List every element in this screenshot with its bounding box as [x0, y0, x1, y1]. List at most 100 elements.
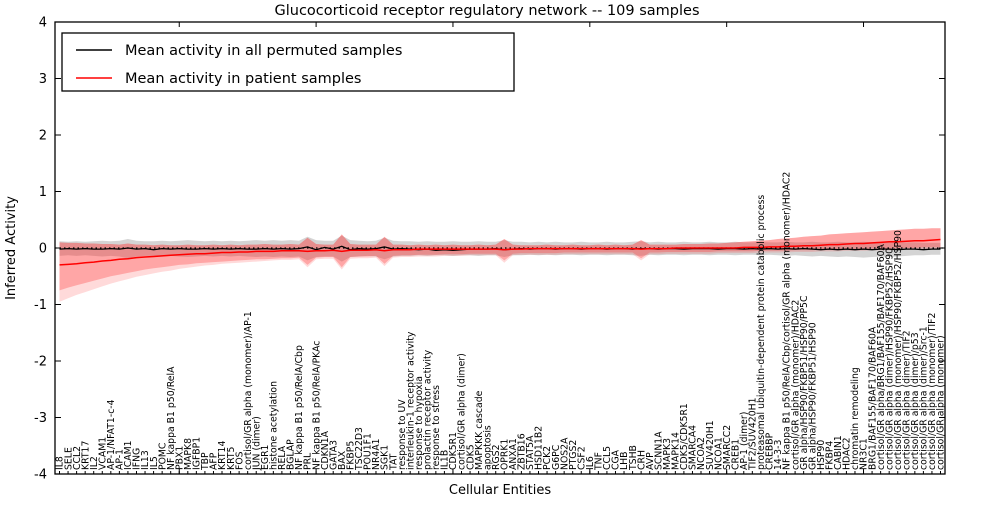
- entity-label: TAT: [388, 453, 399, 471]
- entity-label: G6PC: [551, 445, 562, 470]
- entity-label: NR4A1: [371, 438, 382, 470]
- patient-mean-line: [59, 238, 941, 266]
- entity-label: cortisol/GR alpha (monomer): [936, 335, 947, 470]
- mean-lines: [59, 238, 941, 266]
- legend-label-patient: Mean activity in patient samples: [125, 71, 361, 87]
- entity-label: response to hypoxia: [414, 376, 425, 470]
- entity-label: CREB1: [730, 439, 741, 470]
- entity-label: BAX: [337, 450, 348, 470]
- entity-label: PBX1: [174, 446, 185, 470]
- y-tick-label: -1: [34, 298, 47, 313]
- y-tick-label: 3: [39, 72, 47, 87]
- entity-label: RGS2: [491, 445, 502, 470]
- entity-label: cortisol/GR alpha (dimer)/TIF2: [901, 330, 912, 470]
- entity-label: IL1B: [440, 450, 451, 470]
- y-tick-label: 4: [39, 16, 47, 31]
- entity-label: cortisol/GR alpha (monomer)/TIF2: [927, 313, 938, 470]
- entity-label: response to stress: [431, 385, 442, 470]
- entity-label: POU1F1: [363, 433, 374, 470]
- entity-label: NCOA2: [696, 437, 707, 470]
- entity-label: MAPK8: [183, 438, 194, 470]
- entity-label: prolactin receptor activity: [422, 349, 433, 470]
- y-tick-label: 2: [39, 129, 47, 144]
- entity-label: IL6: [585, 456, 596, 470]
- entity-label: CRH: [636, 450, 647, 470]
- entity-label: cortisol/GR alpha (monomer)/HDAC2: [790, 300, 801, 470]
- y-tick-label: 1: [39, 185, 47, 200]
- entity-label: SMARCA4: [688, 425, 699, 470]
- entity-label: TBP: [200, 452, 211, 471]
- entity-label: IGFBP1: [192, 437, 203, 470]
- entity-label: chromatin remodeling: [850, 367, 861, 470]
- entity-label: STAT5A: [525, 435, 536, 470]
- entity-label: cortisol/GR alpha (dimer)/p53: [910, 332, 921, 470]
- plot-frame: [54, 21, 946, 475]
- entity-label: MAPK14: [671, 432, 682, 470]
- entity-label: KRT5: [226, 446, 237, 470]
- patient-outer-band: [59, 228, 941, 302]
- entity-label: GR alpha/HSP90/FKBP51/HSP90/PP5C: [799, 296, 810, 470]
- entity-label: AFP: [209, 452, 220, 470]
- entity-label: proteasomal ubiquitin-dependent protein …: [756, 195, 767, 470]
- entity-label: ANXA1: [508, 438, 519, 470]
- entity-label: interleukin-1 receptor activity: [405, 331, 416, 470]
- entity-label: CABIN1: [833, 435, 844, 470]
- entity-label: IL13: [140, 450, 151, 470]
- entity-label: SELE: [63, 447, 74, 470]
- entity-label: PRL: [303, 452, 314, 470]
- legend-label-permuted: Mean activity in all permuted samples: [125, 43, 402, 59]
- entity-label: histone acetylation: [269, 381, 280, 470]
- entity-label: MAPKKK cascade: [474, 390, 485, 470]
- entity-label: NF kappa B1 p50/RelA/PKAc: [311, 341, 322, 470]
- entity-label: SUV420H1: [705, 420, 716, 470]
- entity-label: OPRK1: [499, 439, 510, 470]
- entity-label: cortisol/GR alpha/BRG1/BAF155/BAF170/BAF…: [876, 243, 887, 470]
- entity-label: ICAM1: [123, 440, 134, 470]
- y-tick-label: -3: [34, 411, 47, 426]
- entity-label: RELA: [277, 445, 288, 470]
- entity-label: CCL5: [602, 446, 613, 470]
- entity-label: cortisol/GR alpha (dimer): [457, 353, 468, 470]
- entity-label: IL2: [89, 456, 100, 470]
- entity-label: NF kappa B1 p50/RelA/Cbp/cortisol/GR alp…: [782, 172, 793, 470]
- entity-label: JUN (dimer): [251, 416, 262, 471]
- entity-label: GATA3: [328, 440, 339, 470]
- entity-label: CDK5: [465, 444, 476, 470]
- entity-label: MAPK3: [662, 438, 673, 470]
- entity-label: 14-3-3: [773, 440, 784, 470]
- entity-label: HSD11B2: [534, 426, 545, 470]
- entity-label: NR3C1: [859, 438, 870, 470]
- entity-label: SMARCC2: [722, 425, 733, 470]
- entity-label: TSC22D3: [354, 427, 365, 471]
- entity-label: BRG1/BAF155/BAF170/BAF60A: [867, 326, 878, 470]
- entity-label: NOS2A: [559, 437, 570, 470]
- entity-label: IFNG: [132, 448, 143, 470]
- entity-label: cortisol/GR alpha (dimer)/HSP90/FKBP52/H…: [884, 248, 895, 470]
- entity-label: PCK2: [542, 446, 553, 470]
- entity-label: SCNN1A: [653, 431, 664, 470]
- entity-label: CGA: [611, 449, 622, 470]
- y-tick-label: -2: [34, 355, 47, 370]
- entity-label: GR alpha/HSP90/FKBP51/HSP90: [807, 322, 818, 470]
- entity-label: apoptosis: [482, 425, 493, 470]
- entity-label: FKBP4: [825, 441, 836, 470]
- entity-label: TSHB: [628, 445, 639, 471]
- y-axis-label: Inferred Activity: [4, 196, 19, 300]
- entity-label: cortisol/GR alpha (monomer)/HSP90/FKBP52…: [893, 230, 904, 470]
- entity-label: NCOA1: [713, 437, 724, 470]
- entity-label: CDKN1A: [320, 430, 331, 470]
- entity-label: CSF2: [576, 446, 587, 470]
- entity-label: SGK1: [380, 445, 391, 470]
- y-tick-label: -4: [34, 468, 47, 483]
- entity-label: AP-1/NFAT1-c-4: [106, 399, 117, 470]
- entity-label: HSP90: [816, 440, 827, 470]
- patient-band: [59, 228, 941, 291]
- entity-label: CDK5/CDK5R1: [679, 403, 690, 470]
- entity-label: AVP: [645, 452, 656, 470]
- legend: Mean activity in all permuted samples Me…: [61, 32, 515, 92]
- entity-label: EGR1: [260, 444, 271, 470]
- entity-label: FOS: [234, 451, 245, 470]
- entity-label: response to UV: [397, 399, 408, 470]
- entity-label: TIF2/SUV420H1: [748, 397, 759, 471]
